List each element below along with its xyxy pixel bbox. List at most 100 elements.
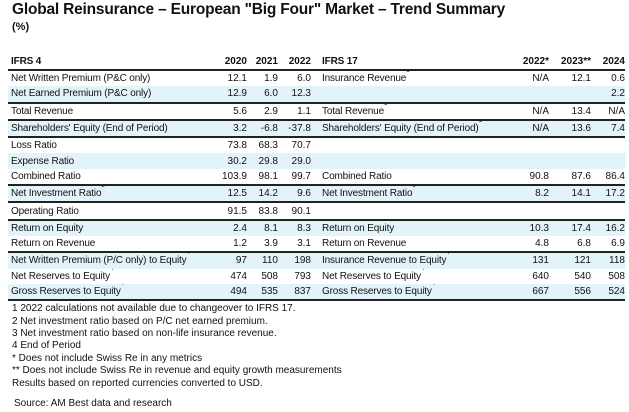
metric-value: 110 <box>247 252 278 269</box>
metric-value <box>549 86 591 104</box>
metric-label-text: Shareholders' Equity (End of Period) <box>322 123 479 135</box>
metric-value: 10.3 <box>511 219 549 236</box>
metric-value: 1.1 <box>278 102 311 121</box>
right-metric-label: Shareholders' Equity (End of Period)1 <box>319 119 511 139</box>
metric-value: 131 <box>511 252 549 269</box>
metric-value: 508 <box>261 270 278 282</box>
table-row: Expense Ratio 30.2 29.8 29.0 <box>8 153 625 169</box>
year-header: 2023** <box>549 54 591 71</box>
metric-value: N/A <box>511 102 549 121</box>
metric-value <box>549 137 591 153</box>
year-header: 2021 <box>247 54 278 71</box>
metric-value: 6.0 <box>247 86 278 104</box>
page-title: Global Reinsurance – European "Big Four"… <box>12 1 506 18</box>
metric-value: 2.9 <box>247 102 278 121</box>
metric-label-text: Combined Ratio <box>322 170 392 182</box>
column-gap <box>311 252 319 269</box>
metric-value: 8.1 <box>247 219 278 236</box>
metric-value <box>511 137 549 153</box>
metric-value: 83.8 <box>247 202 278 221</box>
right-metric-label: Total Revenue1 <box>319 102 511 121</box>
metric-value <box>591 202 625 221</box>
metric-value: N/A <box>591 102 625 121</box>
metric-value: 6.9 <box>591 235 625 254</box>
metric-label-text: Gross Reserves to Equity <box>11 286 121 297</box>
footnote-marker: 4 <box>120 283 124 287</box>
right-metric-label <box>319 202 511 221</box>
metric-value: 4.8 <box>511 235 549 254</box>
metric-value: 535 <box>247 283 278 302</box>
metric-value: 6.0 <box>297 73 311 85</box>
footnote-marker: 1 <box>406 70 410 75</box>
metric-value: 30.2 <box>216 153 247 169</box>
metric-value: N/A <box>511 119 549 139</box>
left-metric-label: Return on Revenue <box>8 235 216 254</box>
metric-value: 13.4 <box>549 102 591 121</box>
left-metric-label: Return on Equity <box>8 219 216 236</box>
metric-value: 5.6 <box>216 102 247 121</box>
metric-label-text: Net Earned Premium (P&C only) <box>11 88 152 100</box>
metric-value: 198 <box>278 252 311 269</box>
metric-value: 99.7 <box>278 168 311 187</box>
footnote-marker: 1 <box>383 102 388 107</box>
metric-value: 7.4 <box>591 119 625 139</box>
footnote: 2 Net investment ratio based on P/C net … <box>12 315 268 327</box>
left-metric-label: Total Revenue <box>8 102 216 121</box>
metric-value: 97 <box>216 252 247 269</box>
metric-value: 91.5 <box>216 202 247 221</box>
left-metric-label: Net Written Premium (P/C only) to Equity… <box>8 252 216 269</box>
metric-value: 14.1 <box>549 185 591 204</box>
footnote-marker: 4 <box>109 268 114 272</box>
metric-value: 2.4 <box>216 219 247 236</box>
metric-value: 68.3 <box>258 140 278 152</box>
metric-value: 12.1 <box>227 73 247 85</box>
metric-value: 494 <box>216 283 247 302</box>
metric-label-text: Total Revenue <box>11 105 73 117</box>
metric-label-text: Net Written Premium (P&C only) <box>11 73 151 85</box>
table-row: Net Written Premium (P/C only) to Equity… <box>8 252 625 269</box>
metric-label-text: Net Reserves to Equity <box>11 270 110 282</box>
left-metric-label: Loss Ratio <box>8 137 216 153</box>
footnote-marker: 4 <box>420 268 425 272</box>
unit-label: (%) <box>12 21 30 33</box>
column-gap <box>311 102 319 121</box>
metric-value: 29.8 <box>247 153 278 169</box>
table-row: Net Reserves to Equity4 474 508 793 Net Rese… <box>8 269 625 284</box>
right-metric-label: Net Investment Ratio3 <box>319 185 511 204</box>
column-gap <box>311 86 319 104</box>
metric-value: 17.2 <box>591 185 625 204</box>
metric-label-text: Expense Ratio <box>11 155 75 167</box>
metric-value: 12.1 <box>571 73 591 85</box>
metric-value <box>549 153 591 169</box>
metric-value: 1.2 <box>216 235 247 254</box>
column-gap <box>311 283 319 302</box>
footnote-marker: 4 <box>431 283 435 287</box>
metric-value: 0.6 <box>611 73 625 85</box>
column-gap <box>311 119 319 139</box>
metric-value: 73.8 <box>227 140 247 152</box>
left-metric-label: Expense Ratio <box>8 153 216 169</box>
year-header: 2022* <box>511 54 549 71</box>
metric-value <box>549 202 591 221</box>
metric-value: 540 <box>574 270 591 282</box>
metric-value: 508 <box>608 270 625 282</box>
metric-value <box>511 153 549 169</box>
metric-label-text: Insurance Revenue <box>322 73 407 85</box>
column-gap <box>311 153 319 169</box>
column-gap <box>311 168 319 187</box>
metric-value: 90.8 <box>511 168 549 187</box>
metric-value: 70.7 <box>291 140 311 152</box>
metric-value: 8.2 <box>511 185 549 204</box>
right-metric-label: Return on Revenue <box>319 235 511 254</box>
column-gap <box>311 202 319 221</box>
right-metric-label: Insurance Revenue1 <box>319 70 511 86</box>
metric-value: 13.6 <box>549 119 591 139</box>
table-row: Shareholders' Equity (End of Period) 3.2-… <box>8 119 625 139</box>
metric-value: 98.1 <box>247 168 278 187</box>
table-header-row: IFRS 4 2020 2021 2022 IFRS 17 2022* 2023… <box>8 54 625 71</box>
metric-label-text: Shareholders' Equity (End of Period) <box>11 123 168 135</box>
metric-label-text: Loss Ratio <box>11 140 57 152</box>
metric-value: -6.8 <box>247 119 278 139</box>
right-metric-label: Net Reserves to Equity4 <box>319 269 511 284</box>
metric-label-text: Insurance Revenue to Equity <box>322 255 447 267</box>
